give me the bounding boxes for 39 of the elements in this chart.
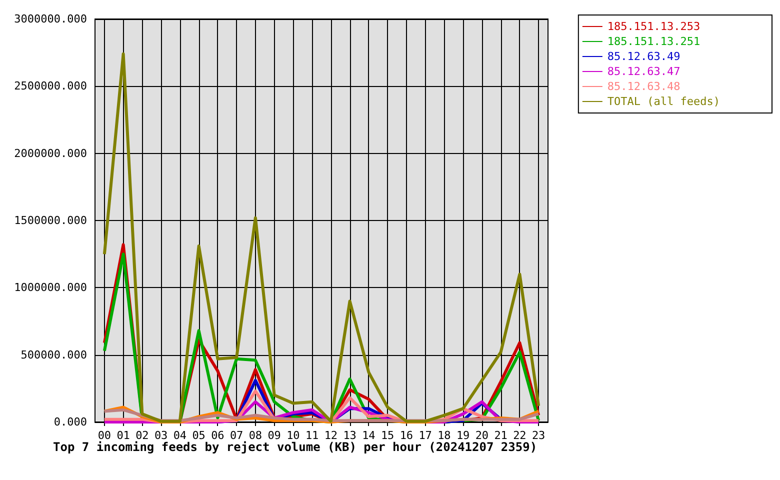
legend-label: 185.151.13.251 <box>607 35 700 48</box>
x-tick-label: 17 <box>418 429 432 442</box>
x-tick-label: 12 <box>324 429 338 442</box>
y-tick-label: 2500000.000 <box>14 80 87 93</box>
legend-label: 85.12.63.49 <box>607 50 680 63</box>
y-tick-label: 500000.000 <box>20 348 87 362</box>
x-tick-label: 05 <box>192 429 206 442</box>
x-tick-label: 21 <box>494 429 508 442</box>
x-tick-label: 19 <box>456 429 470 442</box>
x-tick-label: 02 <box>136 429 149 442</box>
x-tick-label: 23 <box>532 429 546 442</box>
y-tick-label: 3000000.000 <box>14 12 87 26</box>
x-tick-label: 15 <box>380 429 394 442</box>
x-tick-label: 18 <box>438 429 451 442</box>
legend-label: TOTAL (all feeds) <box>607 95 720 108</box>
x-tick-label: 14 <box>362 429 376 442</box>
y-tick-label: 1500000.000 <box>14 214 87 227</box>
x-tick-label: 03 <box>154 429 168 442</box>
x-tick-label: 07 <box>230 429 244 442</box>
x-tick-label: 09 <box>268 429 281 442</box>
line-series <box>102 52 540 423</box>
legend-label: 185.151.13.253 <box>607 20 700 33</box>
x-tick-label: 20 <box>475 429 489 442</box>
x-tick-label: 11 <box>305 429 319 442</box>
legend-label: 85.12.63.47 <box>607 65 680 78</box>
x-tick-label: 22 <box>513 429 526 442</box>
x-tick-label: 13 <box>343 429 356 442</box>
text: Top 7 incoming feeds by reject volume (KB) per hour (20241207 2359) <box>53 440 538 454</box>
x-tick-label: 08 <box>248 429 262 442</box>
y-tick-label: 1000000.000 <box>14 281 87 294</box>
y-tick-label: 2000000.000 <box>14 146 87 160</box>
x-tick-label: 10 <box>286 429 300 442</box>
y-tick-label: 0.000 <box>54 416 87 428</box>
x-tick-label: 01 <box>116 429 130 442</box>
x-tick-label: 06 <box>211 429 224 442</box>
legend-label: 85.12.63.48 <box>607 80 680 93</box>
x-tick-label: 16 <box>400 429 414 442</box>
x-tick-label: 04 <box>173 429 187 442</box>
x-tick-label: 00 <box>98 429 112 442</box>
